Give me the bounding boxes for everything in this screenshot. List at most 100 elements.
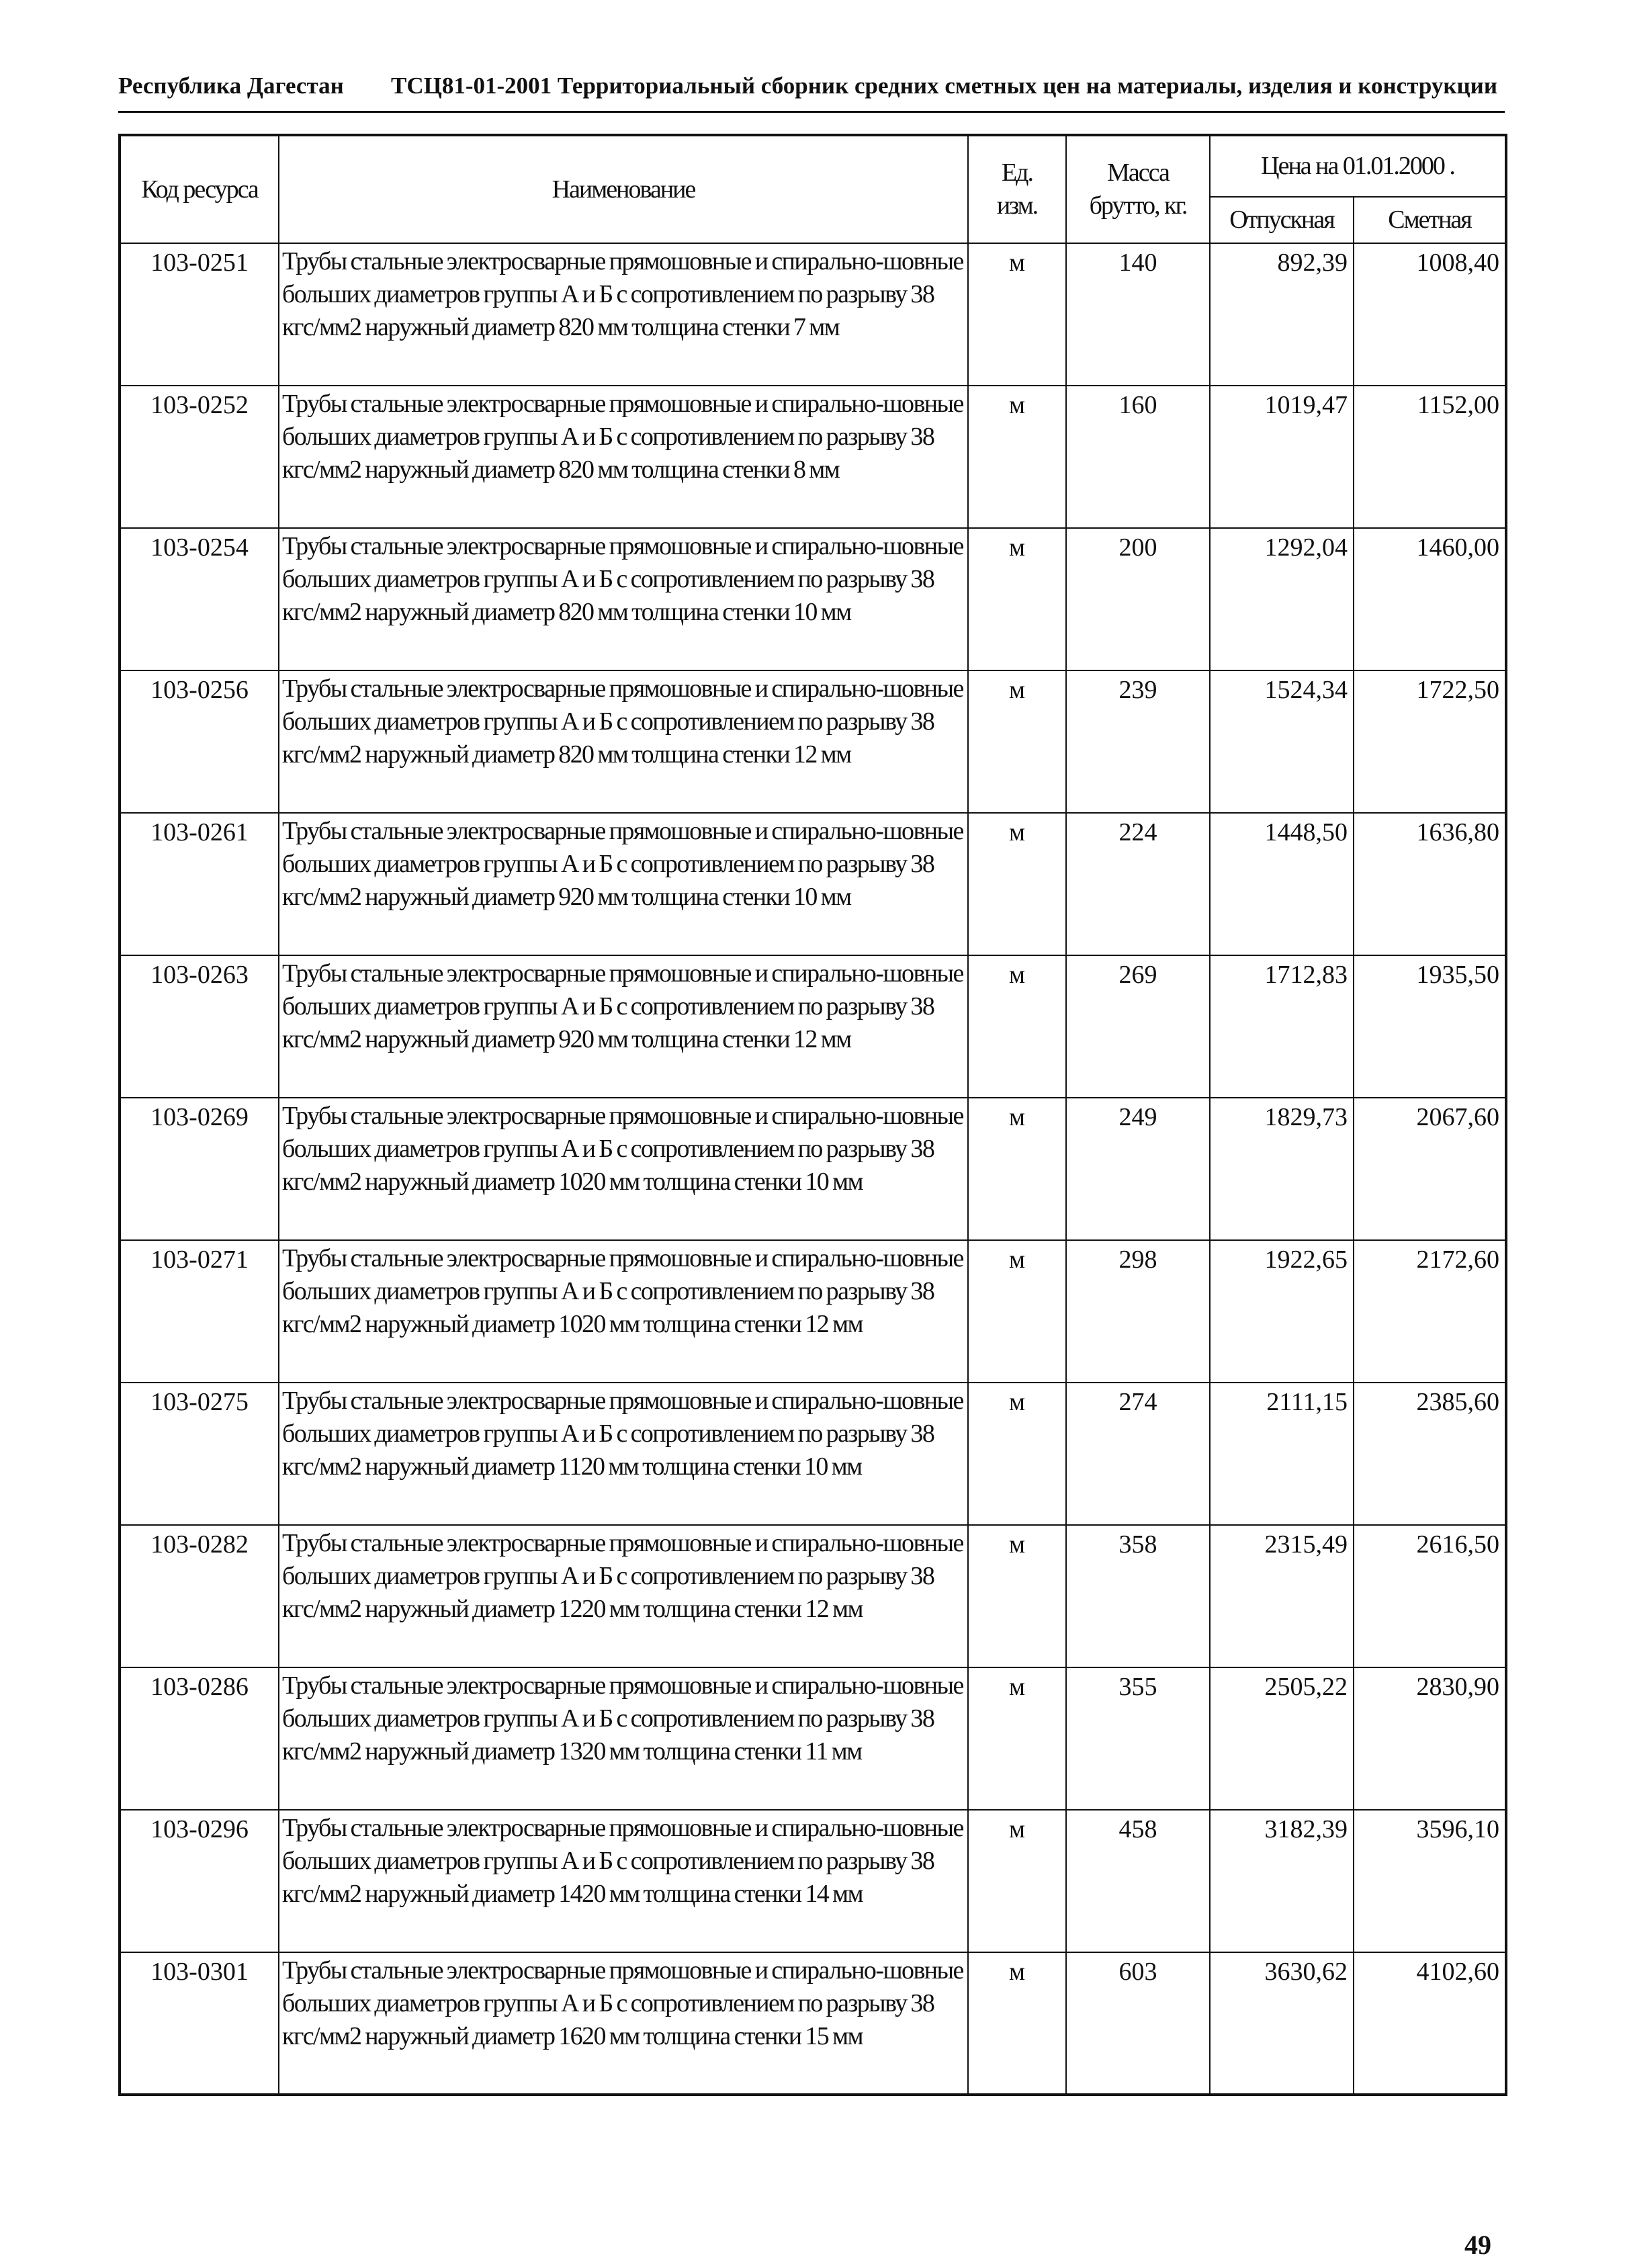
mass: 298 bbox=[1065, 1239, 1211, 1383]
release-price: 1019,47 bbox=[1209, 385, 1354, 529]
col-estimate: Сметная bbox=[1353, 196, 1507, 244]
name: Трубы стальные электросварные прямошовны… bbox=[278, 243, 969, 386]
name: Трубы стальные электросварные прямошовны… bbox=[278, 1239, 969, 1383]
code: 103-0269 bbox=[119, 1097, 279, 1241]
doc-title: ТСЦ81-01-2001 Территориальный сборник ср… bbox=[391, 73, 1497, 99]
unit: м bbox=[967, 385, 1067, 529]
mass: 355 bbox=[1065, 1667, 1211, 1811]
mass: 269 bbox=[1065, 955, 1211, 1098]
col-unit: Ед. изм. bbox=[967, 134, 1067, 244]
unit: м bbox=[967, 1239, 1067, 1383]
code: 103-0271 bbox=[119, 1239, 279, 1383]
release-price: 1292,04 bbox=[1209, 527, 1354, 671]
unit: м bbox=[967, 1382, 1067, 1526]
name: Трубы стальные электросварные прямошовны… bbox=[278, 812, 969, 956]
release-price: 2315,49 bbox=[1209, 1524, 1354, 1668]
estimate-price: 4102,60 bbox=[1353, 1952, 1507, 2095]
row: 103-0251 Трубы стальные электросварные пр… bbox=[119, 243, 1507, 386]
release-price: 3182,39 bbox=[1209, 1809, 1354, 1953]
unit: м bbox=[967, 955, 1067, 1098]
code: 103-0301 bbox=[119, 1952, 279, 2095]
name: Трубы стальные электросварные прямошовны… bbox=[278, 1809, 969, 1953]
code: 103-0252 bbox=[119, 385, 279, 529]
name: Трубы стальные электросварные прямошовны… bbox=[278, 955, 969, 1098]
header-rule bbox=[118, 111, 1505, 113]
estimate-price: 1935,50 bbox=[1353, 955, 1507, 1098]
row: 103-0263 Трубы стальные электросварные пр… bbox=[119, 955, 1507, 1098]
code: 103-0286 bbox=[119, 1667, 279, 1811]
code: 103-0296 bbox=[119, 1809, 279, 1953]
unit: м bbox=[967, 1097, 1067, 1241]
col-code: Код ресурса bbox=[119, 134, 279, 244]
mass: 603 bbox=[1065, 1952, 1211, 2095]
estimate-price: 3596,10 bbox=[1353, 1809, 1507, 1953]
region: Республика Дагестан bbox=[118, 73, 344, 99]
release-price: 2505,22 bbox=[1209, 1667, 1354, 1811]
name: Трубы стальные электросварные прямошовны… bbox=[278, 527, 969, 671]
table-body: 103-0251 Трубы стальные электросварные пр… bbox=[119, 243, 1507, 2095]
mass: 458 bbox=[1065, 1809, 1211, 1953]
row: 103-0269 Трубы стальные электросварные пр… bbox=[119, 1097, 1507, 1241]
row: 103-0286 Трубы стальные электросварные пр… bbox=[119, 1667, 1507, 1811]
code: 103-0251 bbox=[119, 243, 279, 386]
price-table: Код ресурса Наименование Ед. изм. Масса … bbox=[118, 134, 1507, 2096]
row: 103-0271 Трубы стальные электросварные пр… bbox=[119, 1239, 1507, 1383]
code: 103-0254 bbox=[119, 527, 279, 671]
estimate-price: 1152,00 bbox=[1353, 385, 1507, 529]
release-price: 1524,34 bbox=[1209, 670, 1354, 814]
row: 103-0301 Трубы стальные электросварные пр… bbox=[119, 1952, 1507, 2095]
unit: м bbox=[967, 1952, 1067, 2095]
col-release: Отпускная bbox=[1209, 196, 1354, 244]
name: Трубы стальные электросварные прямошовны… bbox=[278, 1524, 969, 1668]
estimate-price: 1722,50 bbox=[1353, 670, 1507, 814]
release-price: 892,39 bbox=[1209, 243, 1354, 386]
row: 103-0254 Трубы стальные электросварные пр… bbox=[119, 527, 1507, 671]
code: 103-0256 bbox=[119, 670, 279, 814]
estimate-price: 2385,60 bbox=[1353, 1382, 1507, 1526]
code: 103-0261 bbox=[119, 812, 279, 956]
estimate-price: 2830,90 bbox=[1353, 1667, 1507, 1811]
mass: 239 bbox=[1065, 670, 1211, 814]
unit: м bbox=[967, 1524, 1067, 1668]
estimate-price: 1460,00 bbox=[1353, 527, 1507, 671]
unit: м bbox=[967, 1809, 1067, 1953]
page-number: 49 bbox=[1464, 2230, 1491, 2260]
release-price: 2111,15 bbox=[1209, 1382, 1354, 1526]
mass: 224 bbox=[1065, 812, 1211, 956]
estimate-price: 1008,40 bbox=[1353, 243, 1507, 386]
estimate-price: 2172,60 bbox=[1353, 1239, 1507, 1383]
mass: 160 bbox=[1065, 385, 1211, 529]
release-price: 1712,83 bbox=[1209, 955, 1354, 1098]
code: 103-0263 bbox=[119, 955, 279, 1098]
name: Трубы стальные электросварные прямошовны… bbox=[278, 1097, 969, 1241]
row: 103-0296 Трубы стальные электросварные пр… bbox=[119, 1809, 1507, 1953]
mass: 249 bbox=[1065, 1097, 1211, 1241]
estimate-price: 1636,80 bbox=[1353, 812, 1507, 956]
mass: 274 bbox=[1065, 1382, 1211, 1526]
release-price: 1922,65 bbox=[1209, 1239, 1354, 1383]
row: 103-0275 Трубы стальные электросварные пр… bbox=[119, 1382, 1507, 1526]
row: 103-0261 Трубы стальные электросварные пр… bbox=[119, 812, 1507, 956]
mass: 140 bbox=[1065, 243, 1211, 386]
name: Трубы стальные электросварные прямошовны… bbox=[278, 1382, 969, 1526]
unit: м bbox=[967, 670, 1067, 814]
release-price: 1448,50 bbox=[1209, 812, 1354, 956]
estimate-price: 2067,60 bbox=[1353, 1097, 1507, 1241]
row: 103-0256 Трубы стальные электросварные пр… bbox=[119, 670, 1507, 814]
unit: м bbox=[967, 243, 1067, 386]
name: Трубы стальные электросварные прямошовны… bbox=[278, 385, 969, 529]
code: 103-0275 bbox=[119, 1382, 279, 1526]
code: 103-0282 bbox=[119, 1524, 279, 1668]
name: Трубы стальные электросварные прямошовны… bbox=[278, 1952, 969, 2095]
col-price: Цена на 01.01.2000 . bbox=[1209, 134, 1507, 198]
release-price: 3630,62 bbox=[1209, 1952, 1354, 2095]
unit: м bbox=[967, 1667, 1067, 1811]
row: 103-0252 Трубы стальные электросварные пр… bbox=[119, 385, 1507, 529]
estimate-price: 2616,50 bbox=[1353, 1524, 1507, 1668]
name: Трубы стальные электросварные прямошовны… bbox=[278, 670, 969, 814]
mass: 200 bbox=[1065, 527, 1211, 671]
name: Трубы стальные электросварные прямошовны… bbox=[278, 1667, 969, 1811]
mass: 358 bbox=[1065, 1524, 1211, 1668]
unit: м bbox=[967, 527, 1067, 671]
